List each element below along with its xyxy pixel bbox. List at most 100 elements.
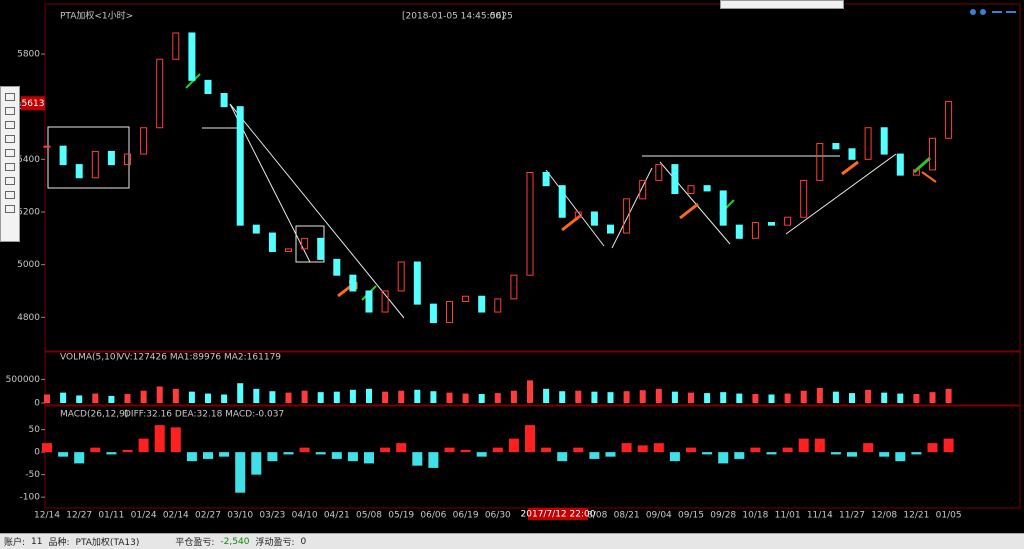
candle — [494, 298, 502, 313]
chart: PTA加权<1小时> [2018-01-05 14:45:00] 5625 VO… — [6, 3, 1021, 521]
tool[interactable] — [5, 135, 15, 143]
x-tick-label: 05/08 — [356, 511, 382, 521]
candle — [301, 237, 309, 250]
macd-bar — [235, 452, 246, 493]
volume-bar — [752, 394, 759, 403]
tool[interactable] — [5, 177, 15, 185]
volume-bar — [591, 391, 598, 403]
macd-bar — [186, 452, 197, 462]
macd-bar — [58, 452, 69, 457]
macd-bar — [219, 452, 230, 457]
macd-bar — [74, 452, 85, 464]
macd-bar — [798, 438, 809, 453]
candle — [526, 171, 534, 276]
volume-bar — [929, 392, 936, 403]
tool[interactable] — [5, 149, 15, 157]
volume-bar — [430, 391, 437, 403]
volume-bar — [108, 395, 115, 403]
volume-bar — [333, 391, 340, 403]
volume-bar — [317, 392, 324, 403]
x-tick-label: 04/21 — [324, 511, 350, 521]
tool[interactable] — [5, 205, 15, 213]
volume-bar — [607, 392, 614, 403]
candle — [268, 232, 276, 252]
symbol[interactable]: PTA加权(TA13) — [75, 538, 140, 548]
macd-bar — [42, 443, 52, 453]
top-toolbar[interactable] — [720, 0, 844, 9]
volume-bar — [897, 393, 904, 403]
volume-bar — [172, 388, 179, 403]
candle — [252, 224, 260, 234]
tool[interactable] — [5, 191, 15, 199]
macd-bar — [428, 452, 439, 468]
macd-bar — [267, 452, 278, 462]
macd-bar — [637, 445, 648, 453]
drawing-toolbar[interactable] — [0, 86, 20, 242]
macd-bar — [847, 452, 857, 457]
volume-bar — [543, 388, 550, 403]
x-tick-label: 02/27 — [195, 511, 221, 521]
macd-bar — [814, 438, 825, 453]
candle — [349, 274, 357, 292]
x-tick-label: 06/30 — [485, 511, 511, 521]
account[interactable]: 11 — [31, 536, 43, 547]
tool[interactable] — [5, 107, 15, 115]
macd-bar — [605, 452, 616, 457]
close-pnl: -2,540 — [220, 536, 250, 547]
last-price-label: 5613 — [22, 99, 45, 109]
volume-bar — [800, 390, 807, 403]
tool[interactable] — [5, 121, 15, 129]
last-price-tag — [21, 96, 45, 111]
macd-bar — [138, 438, 149, 453]
macd-bar — [895, 452, 906, 462]
macd-bar — [653, 443, 664, 453]
candle — [446, 301, 453, 324]
volume-bar — [784, 393, 791, 403]
x-tick-label: 12/14 — [34, 511, 60, 521]
candle — [784, 216, 792, 226]
tool[interactable] — [5, 163, 15, 171]
volume-bar — [704, 393, 711, 403]
volume-bar — [671, 391, 678, 403]
volume-bar — [478, 394, 485, 403]
x-tick-label: 12/21 — [903, 511, 929, 521]
candle — [896, 153, 904, 176]
volume-bar — [382, 391, 389, 403]
y-tick-label: -100 — [20, 493, 41, 503]
volume-bar — [510, 390, 517, 403]
drawings — [47, 103, 897, 319]
tool[interactable] — [5, 93, 15, 101]
candle — [574, 211, 582, 218]
macd-bar — [525, 425, 535, 453]
volume-bar — [527, 380, 533, 403]
x-tick-label: 05/19 — [388, 511, 414, 521]
candle — [607, 224, 614, 234]
candle — [832, 143, 840, 150]
macd-bar — [573, 447, 584, 453]
x-tick-label: 09/28 — [710, 511, 736, 521]
symbol-label: 品种: — [48, 538, 70, 548]
candle — [687, 185, 695, 195]
macd-bar — [508, 438, 519, 453]
candle — [204, 79, 212, 95]
macd-bar — [154, 425, 165, 453]
zoom-icons[interactable] — [970, 9, 1016, 15]
candle — [655, 164, 663, 181]
volume-bar — [623, 391, 630, 403]
cursor-time-tag — [528, 508, 588, 520]
volume-panel-border — [44, 351, 1021, 406]
candle — [768, 222, 775, 226]
y-tick-label: -50 — [25, 470, 40, 480]
float-pnl: 0 — [300, 536, 307, 547]
volume-bar — [768, 394, 775, 403]
candle — [542, 171, 550, 187]
y-tick-label: 500000 — [6, 375, 41, 385]
volume-bar — [736, 393, 743, 403]
macd-bar — [686, 447, 696, 453]
macd-bar — [347, 452, 358, 462]
macd-bar — [380, 447, 391, 453]
candle — [333, 258, 341, 276]
cursor-time-label: 2017/7/12 22:00 — [521, 510, 596, 520]
macd-bar — [396, 443, 407, 453]
